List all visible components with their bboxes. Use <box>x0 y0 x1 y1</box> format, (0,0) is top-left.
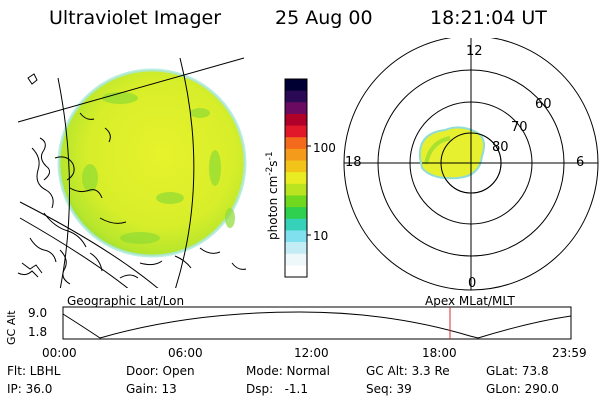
colorbar-swatch <box>285 113 307 127</box>
unit-exp1: -2 <box>265 166 275 176</box>
instrument-title: Ultraviolet Imager <box>49 7 222 29</box>
footer-door: Door: Open <box>126 364 195 378</box>
auroral-oval <box>418 126 485 180</box>
xtick-2359: 23:59 <box>552 346 587 360</box>
lat-label-60: 60 <box>535 97 552 112</box>
mlt-label-6: 6 <box>576 155 585 170</box>
colorbar-swatch <box>285 172 307 185</box>
xtick-12: 12:00 <box>294 346 329 360</box>
xtick-00: 00:00 <box>42 346 77 360</box>
footer-seq: Seq: 39 <box>366 382 412 396</box>
colorbar-tick-100: 100 <box>313 141 336 155</box>
oval-green-band <box>424 136 451 165</box>
footer-filter: Flt: LBHL <box>7 364 61 378</box>
uv-image-panel <box>17 57 247 288</box>
colorbar-swatch <box>285 218 307 232</box>
xtick-06: 06:00 <box>168 346 203 360</box>
gc-alt-ylabel: GC Alt <box>5 310 18 345</box>
strip-frame <box>62 306 572 340</box>
unit-exp2: -1 <box>265 151 275 161</box>
ytick-1-8: 1.8 <box>28 325 48 339</box>
colorbar-unit-label: photon cm-2s-1 <box>265 151 280 240</box>
colorbar-swatch <box>285 207 307 220</box>
colorbar-swatch <box>285 160 307 173</box>
footer-dsp: Dsp: -1.1 <box>246 382 309 396</box>
polar-plot <box>343 38 599 291</box>
emission-patches <box>82 92 235 244</box>
colorbar-swatch <box>285 102 307 115</box>
footer-ip: IP: 36.0 <box>7 382 53 396</box>
time-label: 18:21:04 UT <box>430 7 547 29</box>
coastlines <box>17 73 247 285</box>
unit-s: s <box>266 160 280 167</box>
colorbar-tick-10: 10 <box>313 229 329 243</box>
apex-mlat-mlt-label: Apex MLat/MLT <box>425 294 515 308</box>
colorbar <box>284 78 311 278</box>
colorbar-swatch <box>285 148 307 162</box>
colorbar-swatch <box>285 90 307 103</box>
colorbar-swatch <box>285 183 307 197</box>
colorbar-swatch <box>285 195 307 208</box>
colorbar-swatch <box>285 230 307 243</box>
geo-grid <box>17 57 245 288</box>
altitude-curve <box>62 311 572 339</box>
date-label: 25 Aug 00 <box>275 7 373 29</box>
colorbar-swatch <box>285 242 307 255</box>
geo-lat-lon-label: Geographic Lat/Lon <box>67 294 185 308</box>
altitude-strip <box>62 306 572 340</box>
lat-label-80: 80 <box>492 140 509 155</box>
xtick-18: 18:00 <box>422 346 457 360</box>
colorbar-swatch <box>285 253 307 266</box>
colorbar-swatch <box>285 125 307 138</box>
mlt-label-12: 12 <box>466 44 483 59</box>
colorbar-swatch <box>285 265 307 278</box>
disk-limb <box>57 68 247 258</box>
mlt-label-18: 18 <box>345 155 362 170</box>
footer-glon: GLon: 290.0 <box>486 382 559 396</box>
footer-mode: Mode: Normal <box>246 364 330 378</box>
unit-main: photon cm <box>266 175 280 240</box>
footer-glat: GLat: 73.8 <box>486 364 549 378</box>
ytick-9: 9.0 <box>28 306 48 320</box>
mlt-label-0: 0 <box>468 276 477 291</box>
colorbar-swatch <box>285 137 307 150</box>
footer-gain: Gain: 13 <box>126 382 177 396</box>
lat-label-70: 70 <box>511 120 528 135</box>
footer-gc-alt: GC Alt: 3.3 Re <box>366 364 450 378</box>
colorbar-swatch <box>285 79 307 92</box>
